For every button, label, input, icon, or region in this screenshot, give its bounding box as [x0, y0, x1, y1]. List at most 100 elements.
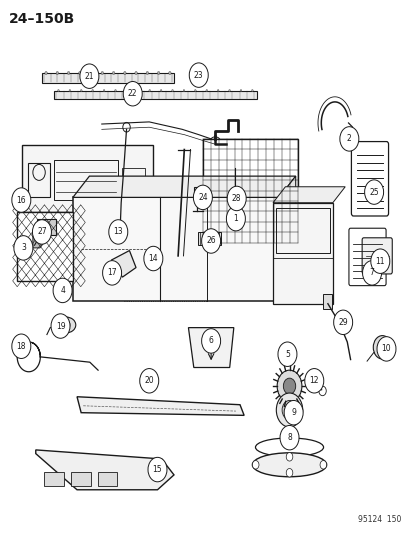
Circle shape: [168, 71, 171, 75]
Bar: [73, 197, 278, 301]
Polygon shape: [272, 187, 344, 203]
Circle shape: [102, 261, 121, 285]
Circle shape: [205, 90, 207, 92]
Text: 19: 19: [56, 321, 65, 330]
Circle shape: [339, 127, 358, 151]
Circle shape: [12, 334, 31, 359]
Circle shape: [217, 90, 218, 92]
Polygon shape: [188, 328, 233, 368]
Circle shape: [201, 329, 220, 353]
Bar: [37, 219, 55, 235]
Circle shape: [370, 249, 389, 273]
Bar: [97, 472, 117, 486]
Bar: [44, 472, 64, 486]
Circle shape: [78, 71, 81, 75]
Circle shape: [252, 461, 259, 469]
Circle shape: [109, 220, 128, 244]
Bar: [54, 91, 256, 99]
Circle shape: [32, 220, 51, 244]
Circle shape: [56, 71, 58, 75]
Text: 20: 20: [144, 376, 154, 385]
Circle shape: [364, 180, 383, 204]
Circle shape: [67, 71, 70, 75]
Text: 18: 18: [17, 342, 26, 351]
Text: 1: 1: [233, 214, 238, 223]
Text: 3: 3: [21, 244, 26, 253]
Circle shape: [194, 90, 196, 92]
Circle shape: [183, 90, 184, 92]
Bar: [272, 203, 332, 304]
FancyBboxPatch shape: [351, 142, 388, 216]
Circle shape: [281, 400, 296, 419]
Bar: [275, 208, 329, 253]
Text: 27: 27: [37, 228, 47, 237]
Circle shape: [362, 261, 381, 285]
Circle shape: [201, 229, 220, 253]
Circle shape: [80, 64, 99, 88]
Bar: [28, 163, 50, 197]
Circle shape: [101, 71, 103, 75]
Polygon shape: [73, 176, 295, 197]
Text: 23: 23: [193, 70, 203, 79]
Ellipse shape: [255, 438, 323, 457]
Circle shape: [12, 188, 31, 212]
Circle shape: [123, 71, 126, 75]
Text: 11: 11: [375, 257, 384, 265]
Text: 24: 24: [197, 193, 207, 202]
Circle shape: [149, 90, 150, 92]
Polygon shape: [111, 251, 136, 277]
Ellipse shape: [56, 317, 76, 333]
Text: 4: 4: [60, 286, 65, 295]
Circle shape: [240, 90, 241, 92]
Circle shape: [193, 185, 212, 209]
Circle shape: [92, 90, 93, 92]
Circle shape: [135, 71, 137, 75]
Bar: [122, 180, 145, 189]
Text: 5: 5: [284, 350, 289, 359]
Circle shape: [53, 278, 72, 303]
Text: 10: 10: [381, 344, 390, 353]
Text: 6: 6: [208, 336, 213, 345]
Circle shape: [90, 71, 92, 75]
Circle shape: [275, 393, 302, 427]
Text: 28: 28: [231, 194, 241, 203]
Circle shape: [80, 90, 82, 92]
Bar: [226, 188, 243, 205]
Text: 12: 12: [309, 376, 318, 385]
Circle shape: [62, 320, 70, 330]
Text: 25: 25: [368, 188, 378, 197]
Text: 21: 21: [84, 71, 94, 80]
Circle shape: [189, 63, 208, 87]
Circle shape: [276, 370, 301, 402]
FancyBboxPatch shape: [22, 146, 152, 212]
Text: 7: 7: [369, 269, 374, 277]
Circle shape: [144, 246, 162, 271]
Circle shape: [377, 341, 387, 354]
Text: 24–150B: 24–150B: [9, 12, 75, 27]
Circle shape: [140, 368, 158, 393]
Text: 26: 26: [206, 237, 216, 246]
Text: 9: 9: [290, 408, 295, 417]
Circle shape: [147, 457, 166, 482]
Circle shape: [57, 90, 59, 92]
Ellipse shape: [252, 453, 326, 477]
Text: 17: 17: [107, 269, 116, 277]
Bar: [202, 139, 297, 243]
Circle shape: [123, 82, 142, 106]
Text: 22: 22: [128, 89, 137, 98]
Bar: [197, 232, 220, 245]
Circle shape: [103, 90, 104, 92]
Text: 16: 16: [17, 196, 26, 205]
Polygon shape: [33, 236, 44, 248]
Circle shape: [279, 425, 298, 450]
Circle shape: [283, 400, 302, 425]
Text: 14: 14: [148, 254, 158, 263]
Circle shape: [157, 71, 159, 75]
Circle shape: [227, 186, 246, 211]
Bar: [42, 73, 173, 83]
Text: 13: 13: [113, 228, 123, 237]
Circle shape: [126, 90, 128, 92]
Text: 15: 15: [152, 465, 162, 474]
Circle shape: [146, 71, 148, 75]
Circle shape: [282, 378, 295, 394]
